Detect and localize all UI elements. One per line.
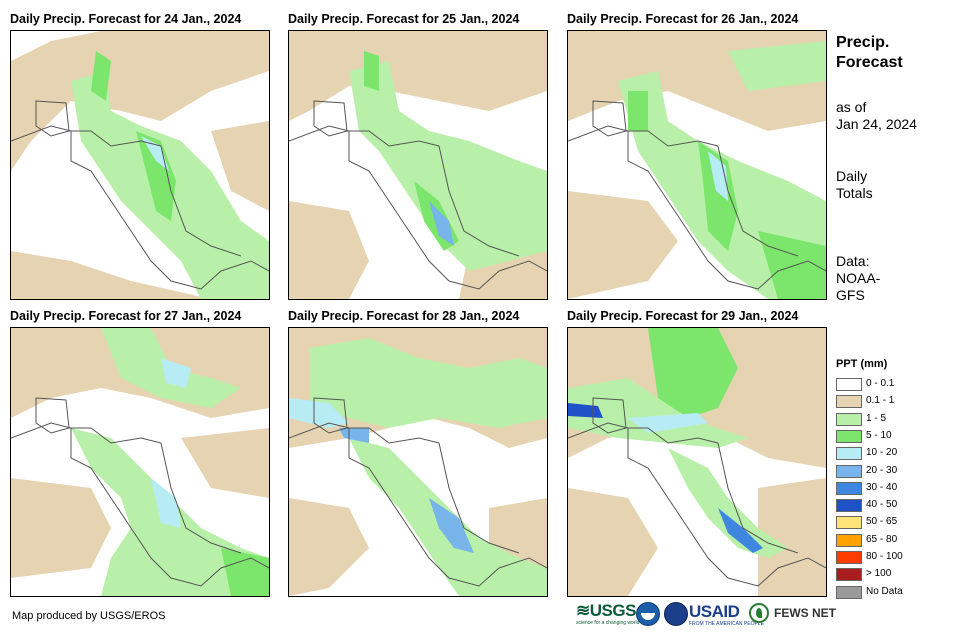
legend-swatch [836,464,862,478]
data-source-line1: Data: [836,253,870,269]
legend-title: PPT (mm) [836,358,888,370]
totals-note: Daily Totals [836,168,873,202]
legend-swatch [836,481,862,495]
agency-logos: ≋USGS science for a changing world USAID… [576,601,836,629]
panel-title-1: Daily Precip. Forecast for 24 Jan., 2024 [10,12,242,26]
legend-label: No Data [866,585,903,597]
fews-net-icon [749,603,769,623]
forecast-map-jan-26 [567,30,827,300]
legend-swatch [836,516,862,530]
usgs-logo: ≋USGS [576,601,636,620]
forecast-title: Precip. Forecast [836,33,903,73]
legend-label: 0 - 0.1 [866,378,895,389]
forecast-map-jan-27 [10,327,270,597]
noaa-logo-icon [636,602,660,626]
legend-swatch [836,533,862,547]
as-of-date: as of Jan 24, 2024 [836,99,917,133]
legend-label: 40 - 50 [866,499,898,511]
usaid-logo: USAID [689,602,740,621]
legend-swatch [836,412,862,426]
legend-label: 0.1 - 1 [866,395,895,407]
legend-swatch [836,585,862,599]
panel-title-3: Daily Precip. Forecast for 26 Jan., 2024 [567,12,799,26]
data-source-line2: NOAA- [836,270,881,286]
legend-swatch [836,568,862,582]
map-credit: Map produced by USGS/EROS [12,610,166,622]
legend-label: 65 - 80 [866,533,898,545]
data-source: Data: NOAA- GFS [836,253,880,304]
as-of-label: as of [836,99,867,115]
panel-title-6: Daily Precip. Forecast for 29 Jan., 2024 [567,309,799,323]
usaid-tagline: FROM THE AMERICAN PEOPLE [689,621,764,627]
legend-label: 20 - 30 [866,464,898,476]
fews-net-logo: FEWS NET [774,606,836,620]
legend-label: 50 - 65 [866,516,898,528]
legend-label: 1 - 5 [866,412,887,424]
forecast-map-jan-28 [288,327,548,597]
legend-swatch [836,378,862,391]
data-source-line3: GFS [836,287,865,303]
usgs-tagline: science for a changing world [576,620,640,626]
panel-title-2: Daily Precip. Forecast for 25 Jan., 2024 [288,12,520,26]
legend-swatch [836,499,862,513]
legend-label: 5 - 10 [866,429,892,441]
legend-swatch [836,429,862,443]
legend-swatch [836,395,862,409]
totals-line2: Totals [836,185,873,201]
panel-title-5: Daily Precip. Forecast for 28 Jan., 2024 [288,309,520,323]
legend-label: 10 - 20 [866,447,898,459]
usaid-seal-icon [664,602,688,626]
totals-line1: Daily [836,168,868,184]
legend-label: 80 - 100 [866,551,903,562]
forecast-map-jan-24 [10,30,270,300]
forecast-title-line2: Forecast [836,54,903,71]
panel-title-4: Daily Precip. Forecast for 27 Jan., 2024 [10,309,242,323]
legend-label: 30 - 40 [866,481,898,493]
as-of-value: Jan 24, 2024 [836,116,917,132]
legend-swatch [836,551,862,564]
legend-label: > 100 [866,568,892,580]
legend-swatch [836,447,862,461]
forecast-title-line1: Precip. [836,34,890,51]
forecast-map-jan-29 [567,327,827,597]
forecast-map-jan-25 [288,30,548,300]
